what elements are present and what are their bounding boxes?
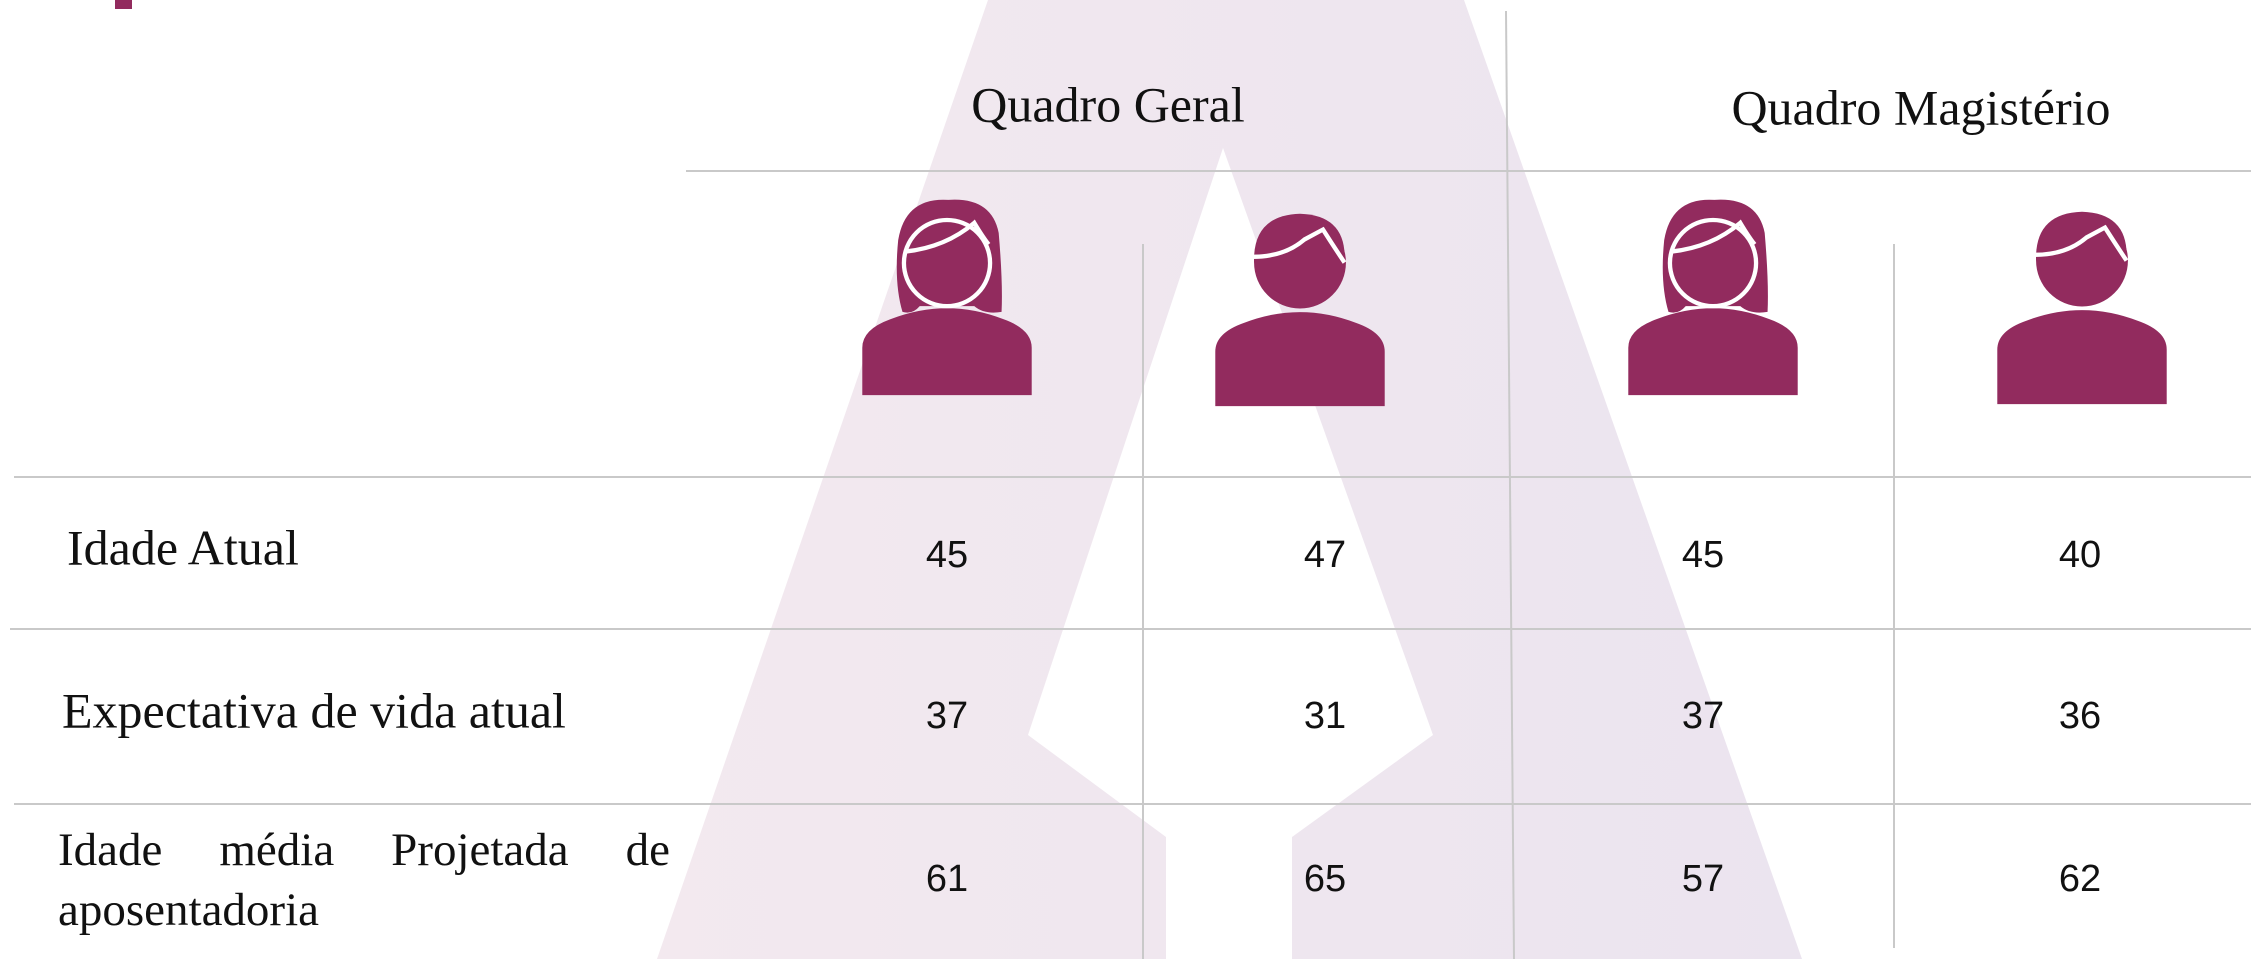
female-icon [1628, 200, 1797, 395]
cell-value: 65 [1304, 858, 1346, 900]
cell-value: 36 [2059, 695, 2101, 737]
group-header: Quadro Geral [971, 76, 1245, 132]
cell-value: 31 [1304, 695, 1346, 737]
row-label: Expectativa de vida atual [62, 682, 566, 738]
cell-value: 40 [2059, 534, 2101, 576]
group-header: Quadro Magistério [1731, 79, 2110, 135]
corner-mark [115, 0, 132, 9]
male-icon [1997, 212, 2166, 404]
cell-value: 45 [926, 534, 968, 576]
cell-value: 45 [1682, 534, 1724, 576]
cell-value: 47 [1304, 534, 1346, 576]
cell-value: 57 [1682, 858, 1724, 900]
row-label: Idade média Projetada de aposentadoria [58, 824, 670, 936]
cell-value: 61 [926, 858, 968, 900]
group-divider [1505, 10, 1515, 959]
cell-value: 62 [2059, 858, 2101, 900]
cell-value: 37 [926, 695, 968, 737]
watermark [657, 0, 1802, 959]
cell-value: 37 [1682, 695, 1724, 737]
row-label: Idade Atual [67, 519, 299, 575]
